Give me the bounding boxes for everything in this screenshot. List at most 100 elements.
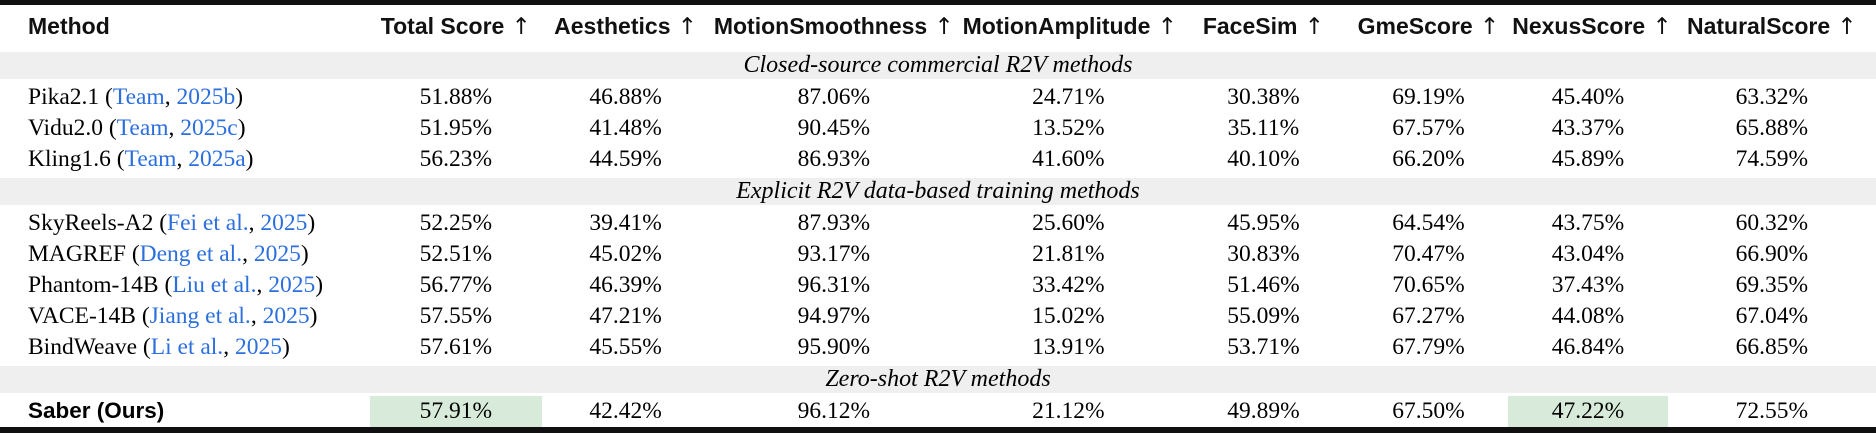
score-cell: 90.45% bbox=[797, 115, 871, 141]
score-cell: 95.90% bbox=[797, 334, 871, 360]
score-cell: 74.59% bbox=[1735, 146, 1809, 172]
score-cell: 44.59% bbox=[589, 146, 662, 172]
citation-author-link[interactable]: Deng et al. bbox=[139, 241, 243, 267]
column-label: Aesthetics bbox=[554, 12, 671, 39]
column-label: NexusScore bbox=[1512, 12, 1646, 39]
column-header-motionamplitude: MotionAmplitude ↑ bbox=[958, 2, 1179, 52]
column-header-facesim: FaceSim ↑ bbox=[1178, 2, 1349, 52]
method-cell: VACE-14B (Jiang et al., 2025) bbox=[28, 303, 318, 329]
score-cell: 49.89% bbox=[1227, 398, 1300, 424]
score-cell: 45.89% bbox=[1551, 146, 1625, 172]
table-row: Saber (Ours) 57.91% 42.42% 96.12% 21.12% 49.8… bbox=[0, 394, 1876, 430]
score-cell: 65.88% bbox=[1735, 115, 1809, 141]
citation-year-link[interactable]: 2025c bbox=[180, 115, 238, 141]
score-cell: 45.55% bbox=[589, 334, 662, 360]
table-row: VACE-14B (Jiang et al., 2025) 57.55% 47.21… bbox=[0, 301, 1876, 332]
sort-ascending-arrow-icon: ↑ bbox=[1645, 14, 1668, 40]
section-header-label: Explicit R2V data-based training methods bbox=[0, 175, 1876, 208]
table-header: Method Total Score ↑ Aesthetics ↑ MotionSmo… bbox=[0, 2, 1876, 52]
column-header-naturalscore: NaturalScore ↑ bbox=[1667, 2, 1876, 52]
score-cell: 21.12% bbox=[1032, 398, 1105, 424]
method-cell: BindWeave (Li et al., 2025) bbox=[28, 334, 290, 360]
score-cell: 30.38% bbox=[1227, 84, 1300, 110]
method-name: SkyReels-A2 bbox=[28, 210, 154, 236]
method-cell: Phantom-14B (Liu et al., 2025) bbox=[28, 272, 324, 298]
score-cell: 57.61% bbox=[419, 334, 493, 360]
citation-author-link[interactable]: Liu et al. bbox=[172, 272, 257, 298]
table-row: Kling1.6 (Team, 2025a) 56.23% 44.59% 86.93%… bbox=[0, 144, 1876, 177]
method-cell: Pika2.1 (Team, 2025b) bbox=[28, 84, 244, 110]
table-row: SkyReels-A2 (Fei et al., 2025) 52.25% 39.4… bbox=[0, 207, 1876, 240]
column-label: NaturalScore bbox=[1686, 12, 1831, 39]
score-cell: 46.88% bbox=[589, 84, 662, 110]
citation-year-link[interactable]: 2025 bbox=[253, 241, 301, 267]
citation-year-link[interactable]: 2025a bbox=[188, 146, 246, 172]
column-header-method: Method bbox=[0, 2, 370, 52]
column-label: FaceSim bbox=[1202, 12, 1298, 39]
method-cell: MAGREF (Deng et al., 2025) bbox=[28, 241, 309, 267]
sort-ascending-arrow-icon: ↑ bbox=[1297, 13, 1325, 40]
score-cell: 47.21% bbox=[589, 303, 662, 329]
citation-author-link[interactable]: Team bbox=[124, 146, 177, 172]
method-name: Kling1.6 bbox=[28, 146, 111, 172]
score-cell: 52.25% bbox=[419, 210, 493, 236]
sort-ascending-arrow-icon: ↑ bbox=[1830, 13, 1857, 40]
score-cell: 66.20% bbox=[1392, 146, 1465, 172]
score-cell: 56.23% bbox=[419, 146, 493, 172]
column-label: Total Score bbox=[380, 12, 505, 39]
score-cell: 33.42% bbox=[1032, 272, 1105, 298]
score-cell: 96.12% bbox=[797, 398, 871, 424]
column-header-nexusscore: NexusScore ↑ bbox=[1508, 2, 1668, 52]
score-cell: 46.39% bbox=[589, 272, 662, 298]
score-cell: 67.57% bbox=[1392, 115, 1465, 141]
score-cell: 43.04% bbox=[1551, 241, 1625, 267]
sort-ascending-arrow-icon: ↑ bbox=[1150, 13, 1177, 40]
citation-author-link[interactable]: Team bbox=[112, 84, 165, 110]
score-cell: 87.93% bbox=[797, 210, 871, 236]
citation-author-link[interactable]: Fei et al. bbox=[167, 210, 249, 236]
table-body: Closed-source commercial R2V methods Pika… bbox=[0, 49, 1876, 430]
column-header-total-score: Total Score ↑ bbox=[369, 2, 543, 52]
score-cell: 70.47% bbox=[1392, 241, 1465, 267]
citation-year-link[interactable]: 2025 bbox=[262, 303, 310, 329]
section-header-label: Closed-source commercial R2V methods bbox=[0, 49, 1876, 82]
citation-year-link[interactable]: 2025b bbox=[176, 84, 236, 110]
column-header-gmescore: GmeScore ↑ bbox=[1348, 2, 1509, 52]
score-cell: 51.46% bbox=[1227, 272, 1300, 298]
table-row: Vidu2.0 (Team, 2025c) 51.95% 41.48% 90.45% 1… bbox=[0, 113, 1876, 144]
citation-author-link[interactable]: Jiang et al. bbox=[149, 303, 251, 329]
score-cell: 40.10% bbox=[1227, 146, 1300, 172]
citation-year-link[interactable]: 2025 bbox=[268, 272, 316, 298]
column-label: GmeScore bbox=[1357, 12, 1473, 39]
score-cell: 43.75% bbox=[1551, 210, 1625, 236]
citation-year-link[interactable]: 2025 bbox=[234, 334, 282, 360]
score-cell: 46.84% bbox=[1551, 334, 1625, 360]
score-cell-highlighted: 57.91% bbox=[369, 394, 543, 430]
score-cell: 69.19% bbox=[1392, 84, 1465, 110]
citation-year-link[interactable]: 2025 bbox=[260, 210, 308, 236]
method-name: BindWeave bbox=[28, 334, 138, 360]
header-row: Method Total Score ↑ Aesthetics ↑ MotionSmo… bbox=[0, 2, 1876, 52]
score-cell: 53.71% bbox=[1227, 334, 1300, 360]
score-cell: 67.27% bbox=[1392, 303, 1465, 329]
score-cell: 41.48% bbox=[589, 115, 662, 141]
column-label: Method bbox=[28, 12, 110, 39]
score-cell: 51.88% bbox=[419, 84, 493, 110]
score-cell: 37.43% bbox=[1551, 272, 1625, 298]
score-cell: 60.32% bbox=[1735, 210, 1809, 236]
score-cell: 45.95% bbox=[1227, 210, 1300, 236]
section-header-label: Zero-shot R2V methods bbox=[0, 363, 1876, 396]
citation-author-link[interactable]: Team bbox=[116, 115, 169, 141]
method-name: Saber (Ours) bbox=[28, 398, 165, 423]
score-cell: 67.04% bbox=[1735, 303, 1809, 329]
score-cell: 96.31% bbox=[797, 272, 871, 298]
score-cell: 57.55% bbox=[419, 303, 493, 329]
score-cell: 70.65% bbox=[1392, 272, 1465, 298]
column-header-motionsmoothness: MotionSmoothness ↑ bbox=[709, 2, 959, 52]
citation-author-link[interactable]: Li et al. bbox=[150, 334, 224, 360]
score-cell: 42.42% bbox=[589, 398, 662, 424]
method-name: Vidu2.0 bbox=[28, 115, 103, 141]
sort-ascending-arrow-icon: ↑ bbox=[670, 13, 698, 40]
score-cell: 87.06% bbox=[797, 84, 871, 110]
